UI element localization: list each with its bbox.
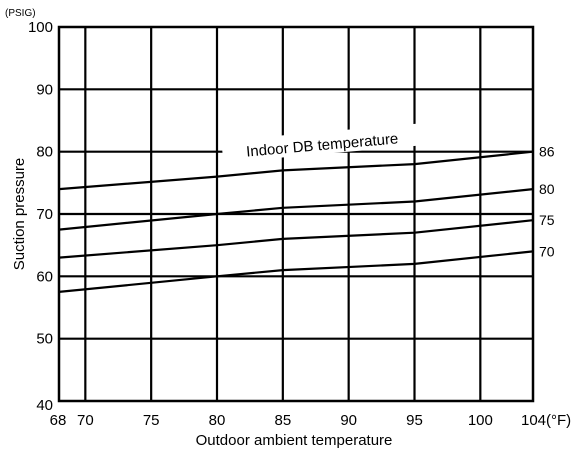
- y-tick-label-90: 90: [36, 81, 53, 98]
- y-tick-label-40: 40: [36, 397, 53, 414]
- series-line-86: [58, 150, 534, 191]
- x-tick-label-104: 104(°F): [521, 412, 571, 429]
- x-tick-label-90: 90: [340, 412, 357, 429]
- x-tick-label-68: 68: [50, 412, 67, 429]
- series-label-80: 80: [539, 181, 555, 197]
- x-axis-title: Outdoor ambient temperature: [196, 432, 393, 449]
- series-line-75: [58, 219, 534, 259]
- y-tick-label-60: 60: [36, 268, 53, 285]
- x-tick-label-95: 95: [406, 412, 423, 429]
- x-tick-label-85: 85: [274, 412, 291, 429]
- plot-frame: [57, 25, 535, 403]
- x-tick-label-100: 100: [468, 412, 493, 429]
- y-axis-title: Suction pressure: [11, 158, 28, 271]
- x-tick-label-75: 75: [143, 412, 160, 429]
- series-label-70: 70: [539, 243, 555, 259]
- y-tick-label-80: 80: [36, 144, 53, 161]
- series-line-80: [58, 188, 534, 231]
- x-tick-label-80: 80: [209, 412, 226, 429]
- y-tick-label-100: 100: [28, 19, 53, 36]
- series-lines: [58, 150, 534, 293]
- annotation-background: [221, 123, 423, 163]
- y-tick-label-50: 50: [36, 331, 53, 348]
- series-labels: 86 80 75 70: [539, 144, 555, 260]
- series-label-86: 86: [539, 144, 555, 160]
- x-tick-label-70: 70: [77, 412, 94, 429]
- tick-labels: 68 70 75 80 85 90 95 100 104(°F) 40 50 60 70 80 90 100: [28, 19, 571, 429]
- series-label-75: 75: [539, 212, 555, 228]
- series-line-70: [58, 250, 534, 293]
- annotation-group: Indoor DB temperature: [221, 123, 423, 163]
- y-tick-label-70: 70: [36, 206, 53, 223]
- y-unit-label: (PSIG): [5, 8, 36, 19]
- grid-lines: [59, 27, 533, 401]
